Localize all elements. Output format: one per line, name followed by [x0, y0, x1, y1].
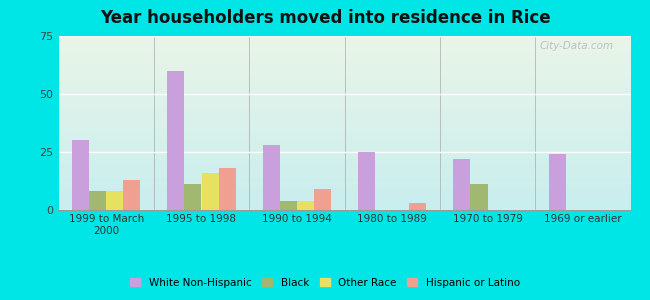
Bar	[263, 145, 280, 210]
Bar	[453, 159, 471, 210]
Bar	[72, 140, 89, 210]
Bar	[167, 71, 185, 210]
Bar	[218, 168, 236, 210]
Bar	[314, 189, 331, 210]
Bar	[185, 184, 202, 210]
Bar	[358, 152, 375, 210]
Bar	[89, 191, 106, 210]
Bar	[280, 201, 297, 210]
Bar	[297, 201, 314, 210]
Bar	[124, 180, 140, 210]
Text: City-Data.com: City-Data.com	[540, 41, 614, 51]
Text: Year householders moved into residence in Rice: Year householders moved into residence i…	[99, 9, 551, 27]
Bar	[106, 191, 124, 210]
Bar	[202, 173, 218, 210]
Legend: White Non-Hispanic, Black, Other Race, Hispanic or Latino: White Non-Hispanic, Black, Other Race, H…	[126, 274, 524, 292]
Bar	[410, 203, 426, 210]
Bar	[549, 154, 566, 210]
Bar	[471, 184, 488, 210]
